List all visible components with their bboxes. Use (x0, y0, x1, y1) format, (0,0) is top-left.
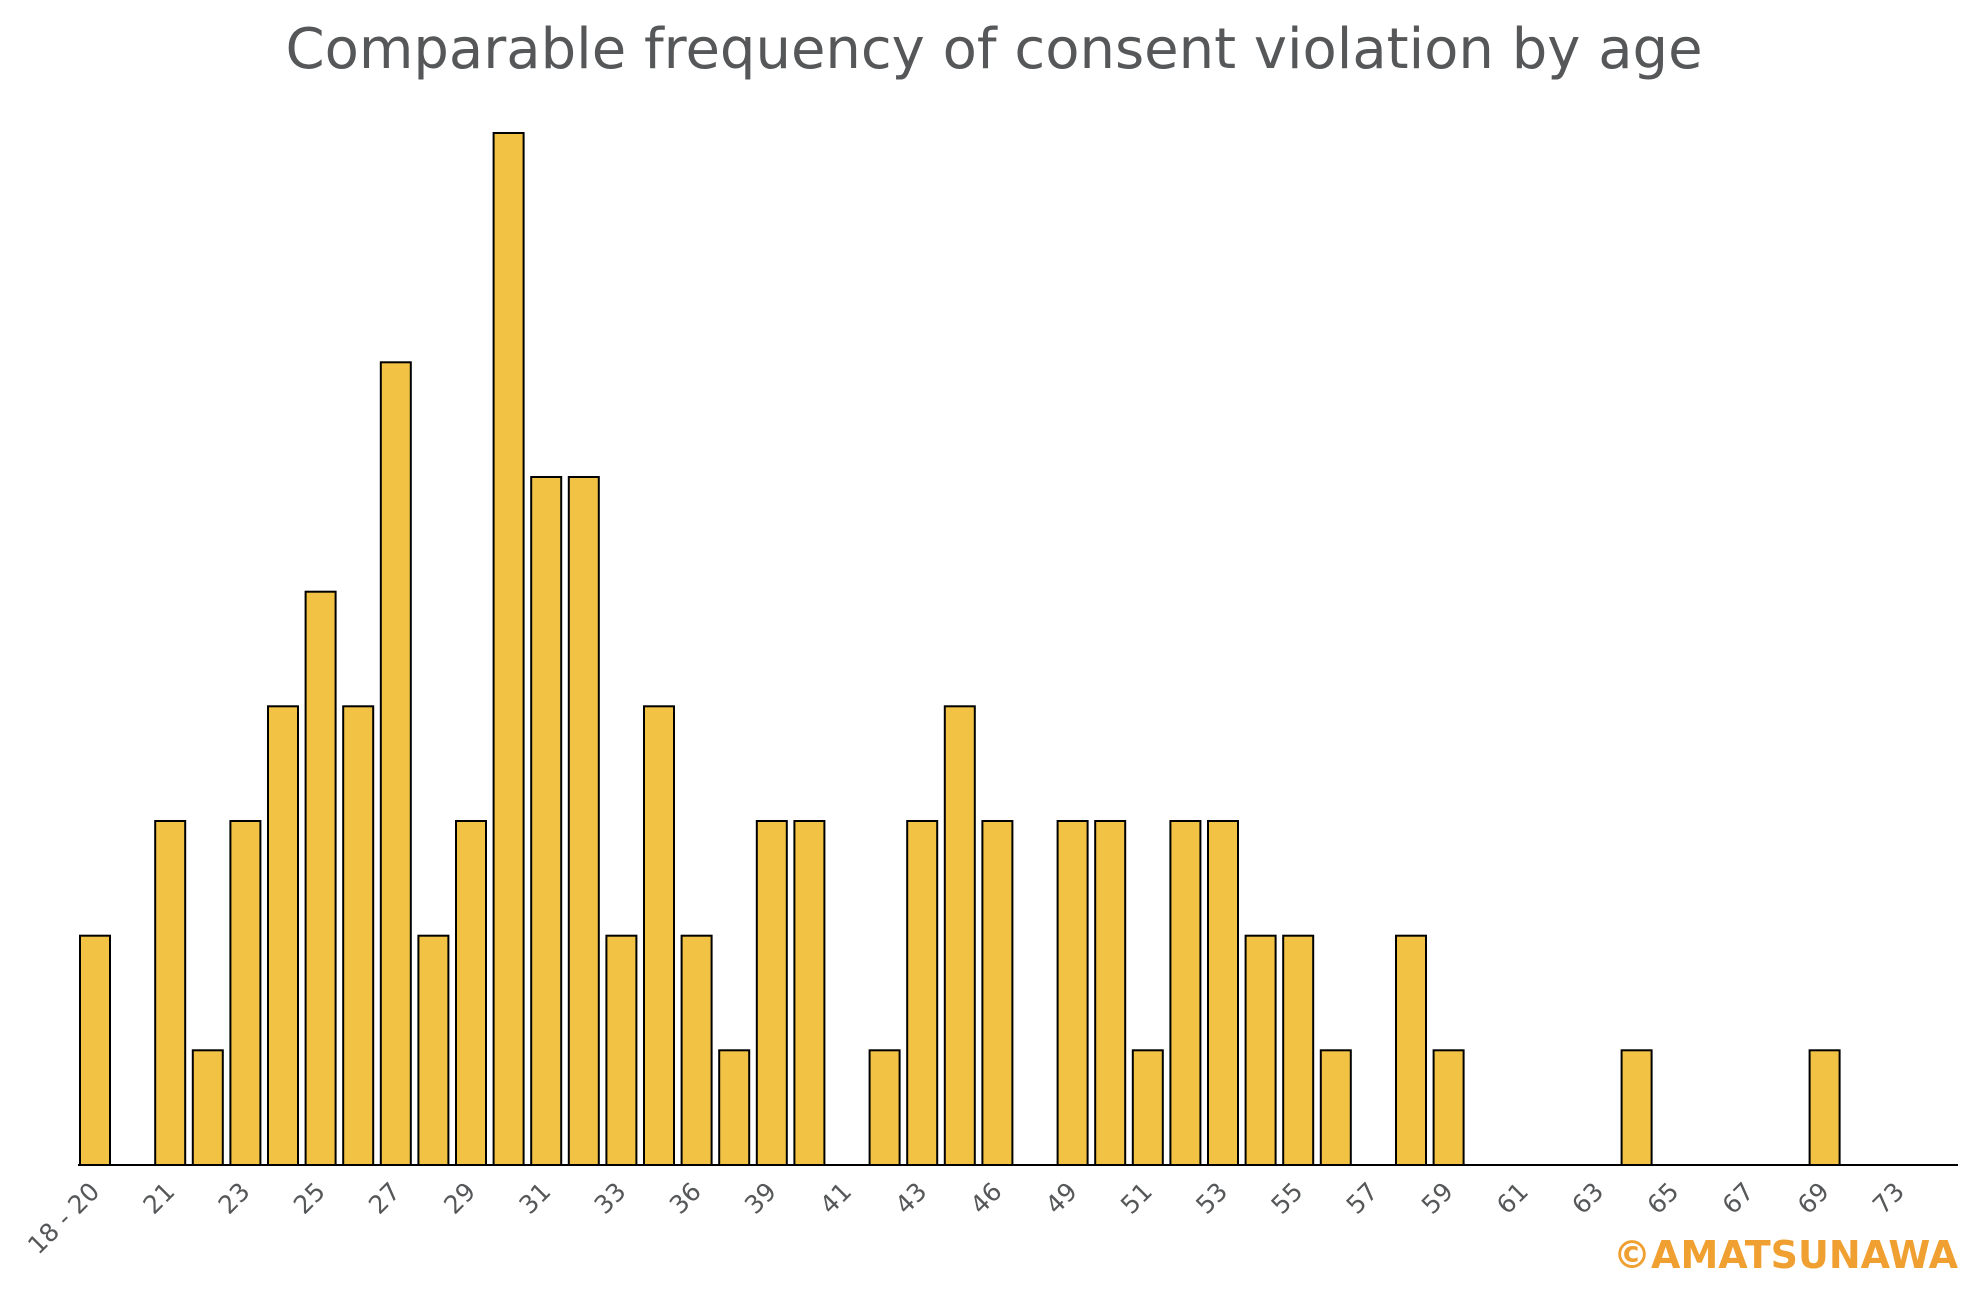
bar-59 (1432, 1049, 1465, 1167)
x-tick-label: 29 (438, 1177, 481, 1220)
x-tick-label: 27 (363, 1177, 406, 1220)
bar-22 (191, 1049, 224, 1167)
bar-42 (868, 1049, 901, 1167)
x-tick-label: 59 (1416, 1177, 1459, 1220)
bar-37 (718, 1049, 751, 1167)
bar-29 (455, 820, 487, 1166)
x-tick-label: 61 (1491, 1177, 1534, 1220)
bar-36 (680, 934, 713, 1167)
bar-23 (229, 820, 262, 1166)
bar-64 (1620, 1049, 1653, 1167)
x-tick-label: 18 - 20 (22, 1177, 105, 1260)
bar-34 (643, 705, 675, 1166)
bar-51 (1131, 1049, 1164, 1167)
chart-title: Comparable frequency of consent violatio… (285, 17, 1702, 82)
x-tick-label: 43 (889, 1177, 932, 1220)
bar-26 (342, 705, 375, 1166)
x-tick-label: 36 (664, 1177, 707, 1220)
bar-58 (1395, 934, 1427, 1167)
bar-18-20 (79, 934, 111, 1167)
bar-30 (492, 132, 525, 1166)
bar-40 (793, 820, 826, 1166)
x-tick-label: 63 (1566, 1177, 1609, 1220)
bar-27 (379, 361, 412, 1166)
x-tick-label: 33 (589, 1177, 632, 1220)
x-tick-label: 53 (1190, 1177, 1233, 1220)
bar-50 (1094, 820, 1127, 1166)
x-tick-label: 41 (814, 1177, 857, 1220)
bar-25 (304, 590, 337, 1166)
bar-46 (981, 820, 1014, 1166)
bar-69 (1808, 1049, 1841, 1167)
bar-44 (943, 705, 976, 1166)
x-tick-label: 69 (1792, 1177, 1835, 1220)
bar-33 (605, 934, 638, 1167)
bar-24 (267, 705, 299, 1166)
bar-53 (1207, 820, 1239, 1166)
bar-28 (417, 934, 450, 1167)
x-tick-label: 23 (213, 1177, 256, 1220)
x-tick-label: 55 (1265, 1177, 1308, 1220)
x-tick-label: 49 (1040, 1177, 1083, 1220)
bar-54 (1244, 934, 1277, 1167)
x-tick-label: 57 (1341, 1177, 1384, 1220)
bar-52 (1169, 820, 1202, 1166)
bar-32 (567, 476, 600, 1166)
x-tick-label: 39 (739, 1177, 782, 1220)
bar-39 (755, 820, 788, 1166)
x-tick-label: 67 (1717, 1177, 1760, 1220)
x-tick-label: 46 (965, 1177, 1008, 1220)
x-tick-label: 21 (137, 1177, 180, 1220)
watermark: ©AMATSUNAWA (1613, 1233, 1959, 1277)
x-tick-label: 65 (1641, 1177, 1684, 1220)
x-tick-label: 25 (288, 1177, 331, 1220)
bars-group (79, 132, 1841, 1167)
x-tick-label: 51 (1115, 1177, 1158, 1220)
x-tick-label: 31 (513, 1177, 556, 1220)
x-tick-label: 73 (1867, 1177, 1910, 1220)
bar-31 (530, 476, 563, 1166)
bar-21 (154, 820, 187, 1166)
bar-55 (1282, 934, 1315, 1167)
bar-43 (906, 820, 939, 1166)
bar-49 (1056, 820, 1089, 1166)
bar-56 (1319, 1049, 1352, 1167)
